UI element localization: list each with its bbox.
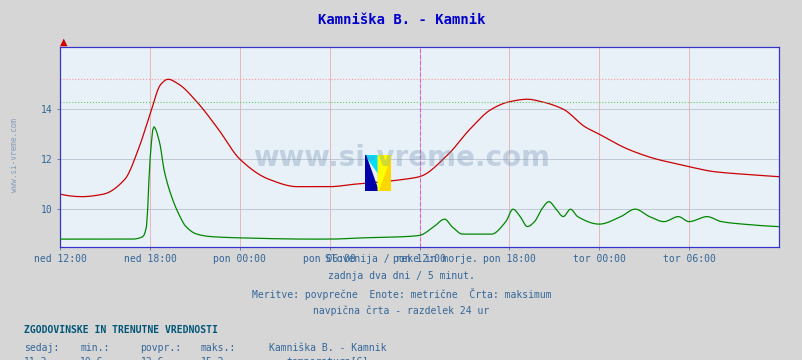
Text: 10,6: 10,6 — [80, 357, 103, 360]
Text: 12,6: 12,6 — [140, 357, 164, 360]
Polygon shape — [365, 155, 391, 173]
Text: www.si-vreme.com: www.si-vreme.com — [253, 144, 549, 172]
Text: Kamniška B. - Kamnik: Kamniška B. - Kamnik — [318, 13, 484, 27]
Text: zadnja dva dni / 5 minut.: zadnja dva dni / 5 minut. — [328, 271, 474, 281]
Text: min.:: min.: — [80, 343, 110, 353]
Text: ▲: ▲ — [60, 37, 67, 47]
Text: 11,3: 11,3 — [24, 357, 47, 360]
Polygon shape — [378, 155, 391, 191]
Text: 15,2: 15,2 — [200, 357, 224, 360]
Text: sedaj:: sedaj: — [24, 343, 59, 353]
Text: Meritve: povprečne  Enote: metrične  Črta: maksimum: Meritve: povprečne Enote: metrične Črta:… — [251, 288, 551, 300]
Text: www.si-vreme.com: www.si-vreme.com — [10, 118, 18, 192]
Polygon shape — [365, 155, 378, 191]
Text: Slovenija / reke in morje.: Slovenija / reke in morje. — [325, 254, 477, 264]
Text: navpična črta - razdelek 24 ur: navpična črta - razdelek 24 ur — [313, 306, 489, 316]
Text: Kamniška B. - Kamnik: Kamniška B. - Kamnik — [269, 343, 386, 353]
Text: temperatura[C]: temperatura[C] — [286, 357, 368, 360]
Text: maks.:: maks.: — [200, 343, 236, 353]
Polygon shape — [378, 155, 391, 191]
Text: ZGODOVINSKE IN TRENUTNE VREDNOSTI: ZGODOVINSKE IN TRENUTNE VREDNOSTI — [24, 325, 217, 335]
Text: povpr.:: povpr.: — [140, 343, 181, 353]
